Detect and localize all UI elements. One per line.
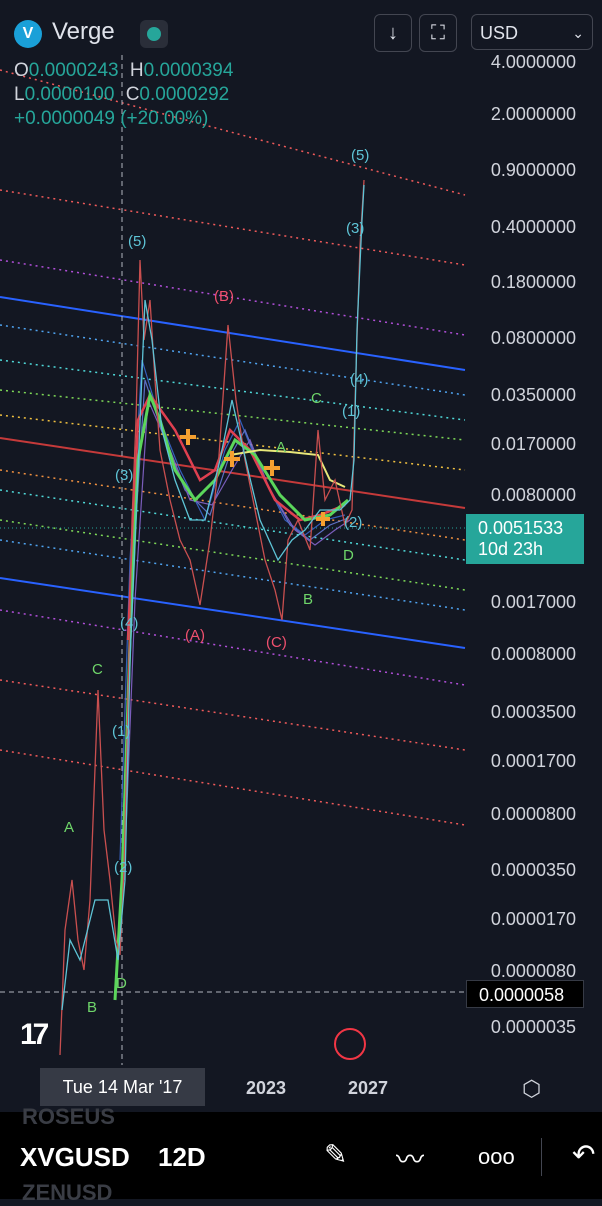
wave-label-4-primary: (4) <box>120 615 138 632</box>
price-axis-label: 0.0800000 <box>490 328 576 348</box>
download-icon: ↓ <box>388 22 398 44</box>
price-axis-label: 0.4000000 <box>490 217 576 237</box>
high-key: H <box>129 60 144 81</box>
price-axis-label: 0.0001700 <box>490 751 576 771</box>
wave-label-A2-green: A <box>276 439 286 456</box>
toolbar-divider <box>541 1138 542 1176</box>
ohlc-row-1: O0.0000243 H0.0000394 <box>14 60 233 82</box>
wave-label-A-green: A <box>64 819 74 836</box>
price-axis-label: 0.1800000 <box>490 272 576 292</box>
settings-gear-icon[interactable]: ⬡ <box>522 1076 542 1101</box>
symbol-ticker-button[interactable]: XVGUSD <box>20 1142 130 1172</box>
download-button[interactable]: ↓ <box>374 14 412 52</box>
ohlc-row-2: L0.0000100 C0.0000292 <box>14 84 229 106</box>
ma-ribbon <box>119 359 351 881</box>
drawing-tools-icon[interactable]: ✎ <box>324 1139 348 1170</box>
wave-label-B-red: (B) <box>214 288 234 305</box>
us-flag-icon[interactable] <box>334 1028 366 1060</box>
time-label-2027: 2027 <box>348 1078 389 1098</box>
wave-label-5-primary: (5) <box>128 233 146 250</box>
price-axis-label: 0.0003500 <box>490 702 576 722</box>
channel-mid[interactable] <box>0 437 466 509</box>
indicators-icon[interactable]: 〰 <box>396 1144 425 1175</box>
channel-lower[interactable] <box>0 577 466 649</box>
currency-value: USD <box>480 23 519 43</box>
undo-icon[interactable]: ↶ <box>572 1139 596 1170</box>
market-status-icon[interactable] <box>140 20 168 48</box>
wave-label-3-primary: (3) <box>115 467 133 484</box>
price-series <box>59 179 365 1056</box>
fullscreen-icon: ⛶ <box>431 22 445 44</box>
open-value: 0.0000243 <box>28 60 119 81</box>
next-symbol-ghost: ZENUSD <box>22 1180 113 1205</box>
chevron-down-icon: ⌄ <box>572 25 584 41</box>
close-value: 0.0000292 <box>139 84 230 105</box>
wave-label-D-green: D <box>116 975 127 992</box>
current-price-badge: 0.0051533 10d 23h <box>466 514 584 564</box>
symbol-name[interactable]: Verge <box>52 18 115 45</box>
fullscreen-button[interactable]: ⛶ <box>419 14 457 52</box>
low-value: 0.0000100 <box>24 84 115 105</box>
high-value: 0.0000394 <box>143 60 234 81</box>
wave-label-B-green: B <box>87 999 97 1016</box>
price-series-up <box>61 184 365 1011</box>
currency-select[interactable]: USD ⌄ <box>471 14 593 50</box>
bottom-toolbar <box>0 1112 602 1199</box>
signal-markers <box>180 429 330 526</box>
wave-label-1-current: (1) <box>342 403 360 420</box>
time-label-2023: 2023 <box>246 1078 287 1098</box>
price-axis-label: 0.0000080 <box>490 961 576 981</box>
wave-label-C-green: C <box>92 661 103 678</box>
price-axis-label: 0.0008000 <box>490 644 576 664</box>
more-options-icon[interactable]: ooo <box>478 1144 515 1169</box>
close-key: C <box>125 84 140 105</box>
channel-upper[interactable] <box>0 296 466 371</box>
wave-label-B2-green: B <box>303 591 313 608</box>
bar-countdown: 10d 23h <box>478 539 544 559</box>
price-axis-label: 0.0000800 <box>490 804 576 824</box>
wave-label-3-current: (3) <box>346 220 364 237</box>
price-chart[interactable]: (5) (3) (4) (1) (2) (A) (B) (C) (5) (3) … <box>0 0 602 1112</box>
price-axis-label: 0.0000350 <box>490 860 576 880</box>
change-value: +0.0000049 (+20.00%) <box>14 108 209 129</box>
wave-label-2-current: (2) <box>344 514 362 531</box>
price-axis-label: 0.0350000 <box>490 385 576 405</box>
fib-lines <box>0 69 466 826</box>
price-axis-label: 2.0000000 <box>490 104 576 124</box>
price-axis-label: 0.0170000 <box>490 434 576 454</box>
verge-logo-icon: V <box>14 20 42 48</box>
price-axis-label: 4.0000000 <box>490 52 576 72</box>
current-price: 0.0051533 <box>478 518 564 538</box>
crosshair-price-label: 0.0000058 <box>466 980 584 1008</box>
wave-label-D2-green: D <box>343 547 354 564</box>
open-key: O <box>14 60 29 81</box>
ma-green <box>113 389 349 1001</box>
wave-label-1-primary: (1) <box>112 723 130 740</box>
interval-button[interactable]: 12D <box>158 1142 206 1172</box>
crosshair-date-label: Tue 14 Mar '17 <box>40 1068 205 1106</box>
price-axis-label: 0.0017000 <box>490 592 576 612</box>
low-key: L <box>14 84 25 105</box>
wave-label-4-current: (4) <box>350 371 368 388</box>
ma-yellow <box>229 448 346 488</box>
wave-label-A-red: (A) <box>185 627 205 644</box>
price-axis-label: 0.9000000 <box>490 160 576 180</box>
wave-label-2-primary: (2) <box>114 859 132 876</box>
tradingview-logo-icon[interactable]: 17 <box>20 1018 49 1051</box>
price-axis-label: 0.0000170 <box>490 909 576 929</box>
price-axis-label: 0.0080000 <box>490 485 576 505</box>
price-axis-label: 0.0000035 <box>490 1017 576 1037</box>
wave-label-C2-green: C <box>311 390 322 407</box>
wave-label-C-red: (C) <box>266 634 287 651</box>
wave-label-5-current: (5) <box>351 147 369 164</box>
prev-symbol-ghost: ROSEUS <box>22 1104 115 1129</box>
